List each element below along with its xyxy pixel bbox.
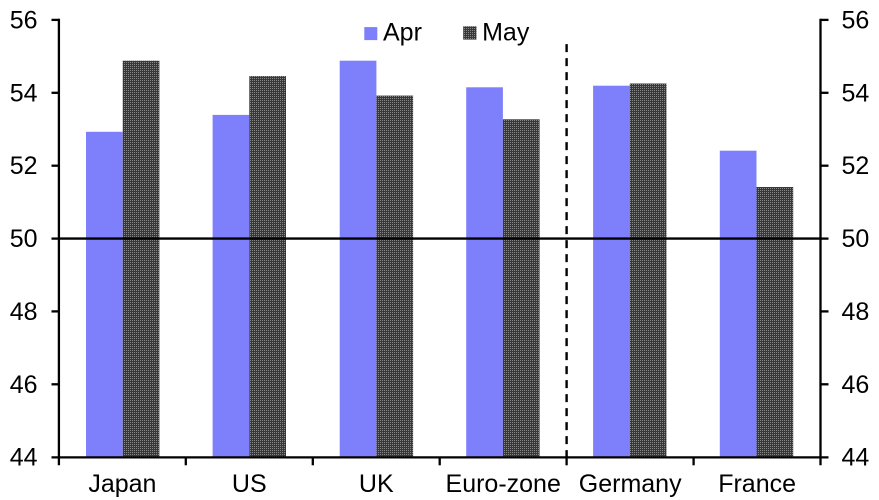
svg-text:UK: UK xyxy=(359,470,394,498)
svg-text:52: 52 xyxy=(10,152,38,180)
svg-text:46: 46 xyxy=(10,371,38,399)
svg-text:54: 54 xyxy=(10,79,38,107)
svg-text:Apr: Apr xyxy=(383,19,422,47)
svg-text:44: 44 xyxy=(10,444,38,472)
svg-text:56: 56 xyxy=(842,7,870,35)
svg-text:50: 50 xyxy=(10,225,38,253)
svg-text:US: US xyxy=(232,470,267,498)
svg-text:50: 50 xyxy=(842,225,870,253)
svg-text:46: 46 xyxy=(842,371,870,399)
svg-text:52: 52 xyxy=(842,152,870,180)
svg-text:54: 54 xyxy=(842,79,870,107)
svg-text:Japan: Japan xyxy=(88,470,156,498)
svg-text:56: 56 xyxy=(10,7,38,35)
svg-text:Euro-zone: Euro-zone xyxy=(446,470,561,498)
svg-text:Germany: Germany xyxy=(579,470,682,498)
svg-text:May: May xyxy=(482,19,530,47)
svg-text:48: 48 xyxy=(842,298,870,326)
svg-text:48: 48 xyxy=(10,298,38,326)
svg-text:France: France xyxy=(718,470,796,498)
svg-text:44: 44 xyxy=(842,444,870,472)
